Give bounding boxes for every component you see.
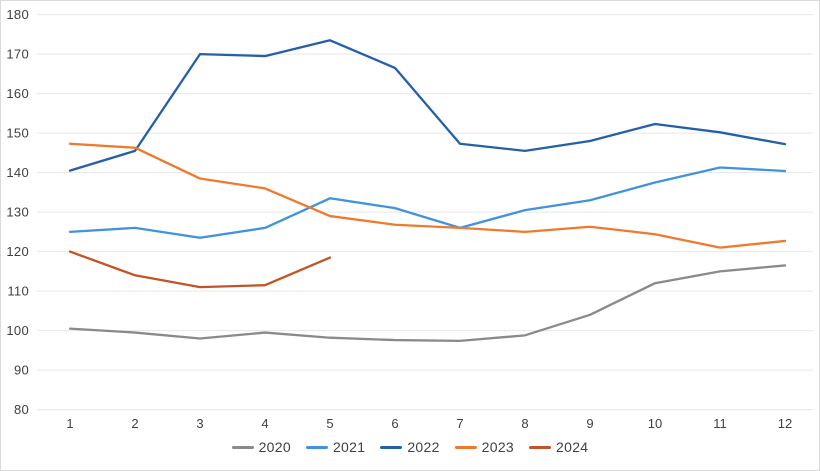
legend-item-2024[interactable]: 2024 <box>529 439 588 455</box>
series-line-2020 <box>68 264 787 343</box>
legend-item-2020[interactable]: 2020 <box>231 439 291 455</box>
series-line-2023 <box>68 142 787 249</box>
y-tick-label: 110 <box>7 284 29 299</box>
x-tick-label: 8 <box>521 416 528 431</box>
x-tick-label: 6 <box>391 416 398 431</box>
x-tick-label: 2 <box>131 416 138 431</box>
legend-label: 2023 <box>481 439 515 455</box>
legend-swatch-2023 <box>454 445 477 449</box>
x-tick-label: 11 <box>713 416 727 431</box>
series-line-2024 <box>68 250 332 289</box>
legend-label: 2020 <box>258 439 291 455</box>
y-tick-label: 150 <box>6 126 29 141</box>
y-tick-label: 100 <box>6 323 29 338</box>
legend-label: 2021 <box>332 439 366 455</box>
x-tick-label: 1 <box>66 416 73 431</box>
series-line-2022 <box>68 39 787 172</box>
x-tick-label: 3 <box>196 416 203 431</box>
series-line-2021 <box>68 166 787 239</box>
legend-swatch-2021 <box>305 445 328 449</box>
x-tick-label: 5 <box>326 416 333 431</box>
legend-swatch-2022 <box>380 445 403 449</box>
y-tick-label: 130 <box>6 205 29 220</box>
legend-item-2021[interactable]: 2021 <box>305 439 366 455</box>
y-tick-label: 170 <box>6 47 29 62</box>
x-tick-label: 12 <box>778 416 792 431</box>
legend-swatch-2020 <box>231 445 254 449</box>
legend-label: 2024 <box>556 439 589 455</box>
legend-label: 2022 <box>407 439 440 455</box>
y-tick-label: 160 <box>6 86 29 101</box>
legend: 2020 2021 2022 2023 2024 <box>1 439 819 455</box>
legend-swatch-2024 <box>529 445 552 449</box>
legend-item-2022[interactable]: 2022 <box>380 439 439 455</box>
x-tick-label: 7 <box>456 416 463 431</box>
legend-item-2023[interactable]: 2023 <box>454 439 515 455</box>
x-tick-label: 4 <box>261 416 268 431</box>
y-tick-label: 140 <box>6 165 29 180</box>
x-tick-label: 9 <box>586 416 593 431</box>
y-tick-label: 90 <box>14 363 29 378</box>
y-tick-label: 180 <box>6 7 29 22</box>
y-tick-label: 120 <box>6 244 29 259</box>
y-tick-label: 80 <box>14 402 29 417</box>
x-tick-label: 10 <box>648 416 662 431</box>
